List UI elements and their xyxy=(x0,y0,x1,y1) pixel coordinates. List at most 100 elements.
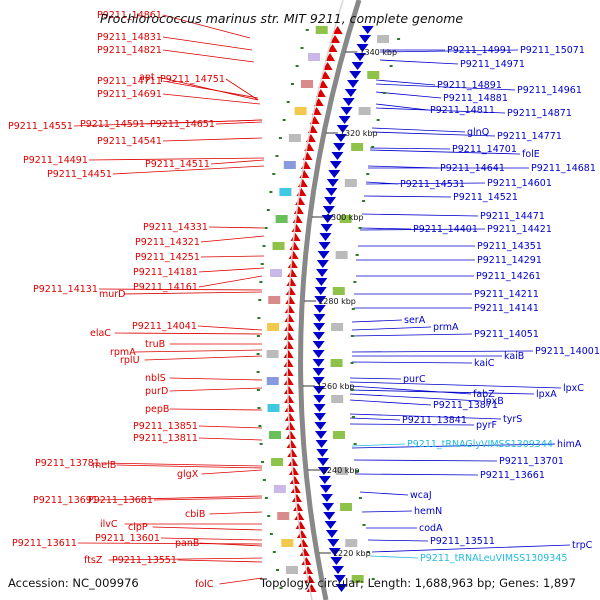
left-label-murd[interactable]: murD xyxy=(99,289,126,300)
right-label-p9211-14211[interactable]: P9211_14211 xyxy=(474,289,539,300)
forward-gene-arrow xyxy=(284,305,295,313)
left-label-p9211-14551[interactable]: P9211_14551 xyxy=(8,121,73,132)
left-label-glgx[interactable]: glgX xyxy=(177,469,199,480)
right-label-p9211-14701[interactable]: P9211_14701 xyxy=(452,144,517,155)
left-label-p9211-14181[interactable]: P9211_14181 xyxy=(133,267,198,278)
right-label-p9211-14881[interactable]: P9211_14881 xyxy=(443,93,508,104)
right-label-p9211-13661[interactable]: P9211_13661 xyxy=(480,470,545,481)
right-label-sera[interactable]: serA xyxy=(404,315,426,326)
right-label-lpxa[interactable]: lpxA xyxy=(536,389,557,400)
left-label-folc[interactable]: folC xyxy=(195,579,214,590)
left-label-rpma[interactable]: rpmA xyxy=(110,347,136,358)
left-label-p9211-14691[interactable]: P9211_14691 xyxy=(97,89,162,100)
left-label-ilvc[interactable]: ilvC xyxy=(100,519,118,530)
right-label-p9211-14771[interactable]: P9211_14771 xyxy=(497,131,562,142)
left-label-purd[interactable]: purD xyxy=(145,386,168,397)
left-label-p9211-14751[interactable]: P9211_14751 xyxy=(160,74,225,85)
right-label-pyrf[interactable]: pyrF xyxy=(476,420,497,431)
right-label-p9211-trnaleuvimss1309345[interactable]: P9211_tRNALeuVIMSS1309345 xyxy=(420,553,567,564)
right-label-coda[interactable]: codA xyxy=(419,523,443,534)
left-label-apt[interactable]: apt xyxy=(139,72,155,83)
gene-category-box xyxy=(377,35,390,43)
left-label-p9211-13781[interactable]: P9211_13781 xyxy=(35,458,100,469)
right-label-p9211-14351[interactable]: P9211_14351 xyxy=(477,241,542,252)
right-label-kaib[interactable]: kaiB xyxy=(504,351,524,362)
right-label-p9211-15071[interactable]: P9211_15071 xyxy=(520,45,585,56)
left-label-p9211-13681[interactable]: P9211_13681 xyxy=(88,495,153,506)
right-label-kaic[interactable]: kaiC xyxy=(474,358,495,369)
left-label-p9211-13551[interactable]: P9211_13551 xyxy=(112,555,177,566)
left-label-p9211-14161[interactable]: P9211_14161 xyxy=(133,282,198,293)
right-label-p9211-14991[interactable]: P9211_14991 xyxy=(447,45,512,56)
gene-category-box xyxy=(331,395,344,403)
left-label-pepb[interactable]: pepB xyxy=(145,404,169,415)
right-label-p9211-14531[interactable]: P9211_14531 xyxy=(400,179,465,190)
right-label-trpc[interactable]: trpC xyxy=(572,540,593,551)
right-label-p9211-14961[interactable]: P9211_14961 xyxy=(517,85,582,96)
right-label-purc[interactable]: purC xyxy=(403,374,426,385)
left-label-rplu[interactable]: rplU xyxy=(120,355,140,366)
left-label-clpp[interactable]: clpP xyxy=(128,522,148,533)
left-label-p9211-14591[interactable]: P9211_14591 xyxy=(80,119,145,130)
right-label-p9211-14891[interactable]: P9211_14891 xyxy=(437,80,502,91)
right-label-prma[interactable]: prmA xyxy=(433,322,459,333)
gene-category-box xyxy=(270,269,283,277)
left-label-p9211-13601[interactable]: P9211_13601 xyxy=(95,533,160,544)
left-label-p9211-13851[interactable]: P9211_13851 xyxy=(133,421,198,432)
left-label-p9211-13691[interactable]: P9211_13691 xyxy=(33,495,98,506)
left-label-p9211-14131[interactable]: P9211_14131 xyxy=(33,284,98,295)
left-label-p9211-13611[interactable]: P9211_13611 xyxy=(12,538,77,549)
left-label-cbib[interactable]: cbiB xyxy=(185,509,205,520)
left-label-p9211-14491[interactable]: P9211_14491 xyxy=(23,155,88,166)
right-label-p9211-14291[interactable]: P9211_14291 xyxy=(477,255,542,266)
left-label-p9211-14541[interactable]: P9211_14541 xyxy=(97,136,162,147)
left-label-p9211-14321[interactable]: P9211_14321 xyxy=(135,237,200,248)
right-label-p9211-14811[interactable]: P9211_14811 xyxy=(430,105,495,116)
right-label-p9211-13871[interactable]: P9211_13871 xyxy=(433,400,498,411)
right-label-hima[interactable]: himA xyxy=(557,439,582,450)
left-label-p9211-14511[interactable]: P9211_14511 xyxy=(145,159,210,170)
right-label-p9211-trnaglyvimss1309344[interactable]: P9211_tRNAGlyVIMSS1309344 xyxy=(407,439,553,450)
right-label-p9211-14971[interactable]: P9211_14971 xyxy=(460,59,525,70)
right-label-p9211-14401[interactable]: P9211_14401 xyxy=(413,224,478,235)
left-label-p9211-14041[interactable]: P9211_14041 xyxy=(132,321,197,332)
right-label-p9211-13841[interactable]: P9211_13841 xyxy=(402,415,467,426)
left-label-nbls[interactable]: nblS xyxy=(145,373,166,384)
right-label-p9211-14681[interactable]: P9211_14681 xyxy=(531,163,596,174)
right-label-fole[interactable]: folE xyxy=(522,149,540,160)
right-label-tyrs[interactable]: tyrS xyxy=(503,414,522,425)
left-label-p9211-14451[interactable]: P9211_14451 xyxy=(47,169,112,180)
right-label-p9211-14261[interactable]: P9211_14261 xyxy=(476,271,541,282)
right-label-p9211-14641[interactable]: P9211_14641 xyxy=(440,163,505,174)
right-label-glnq[interactable]: glnQ xyxy=(467,127,489,138)
right-label-p9211-14421[interactable]: P9211_14421 xyxy=(487,224,552,235)
left-label-p9211-14711[interactable]: P9211_14711 xyxy=(97,76,162,87)
left-label-p9211-14651[interactable]: P9211_14651 xyxy=(150,119,215,130)
left-label-trub[interactable]: truB xyxy=(145,339,165,350)
right-label-hemn[interactable]: hemN xyxy=(414,506,442,517)
left-label-p9211-14331[interactable]: P9211_14331 xyxy=(143,222,208,233)
right-label-p9211-13511[interactable]: P9211_13511 xyxy=(430,536,495,547)
right-label-lpxb[interactable]: lpxB xyxy=(483,396,504,407)
right-label-fabz[interactable]: fabZ xyxy=(473,389,495,400)
right-label-p9211-14141[interactable]: P9211_14141 xyxy=(474,303,539,314)
right-label-p9211-13701[interactable]: P9211_13701 xyxy=(499,456,564,467)
left-label-ftsz[interactable]: ftsZ xyxy=(84,555,103,566)
left-label-p9211-14831[interactable]: P9211_14831 xyxy=(97,32,162,43)
right-label-lpxc[interactable]: lpxC xyxy=(563,383,584,394)
left-label-melb[interactable]: melB xyxy=(92,460,116,471)
right-label-wcaj[interactable]: wcaJ xyxy=(410,490,432,501)
left-label-panb[interactable]: panB xyxy=(175,538,199,549)
left-label-elac[interactable]: elaC xyxy=(90,328,111,339)
right-label-p9211-14051[interactable]: P9211_14051 xyxy=(474,329,539,340)
right-label-p9211-14521[interactable]: P9211_14521 xyxy=(453,192,518,203)
left-label-p9211-14861[interactable]: P9211_14861 xyxy=(97,10,162,21)
left-label-p9211-14821[interactable]: P9211_14821 xyxy=(97,45,162,56)
right-label-p9211-14601[interactable]: P9211_14601 xyxy=(487,178,552,189)
right-label-p9211-14001[interactable]: P9211_14001 xyxy=(535,346,600,357)
right-label-p9211-14871[interactable]: P9211_14871 xyxy=(507,108,572,119)
gc-marker xyxy=(353,443,357,445)
right-label-p9211-14471[interactable]: P9211_14471 xyxy=(480,211,545,222)
left-label-p9211-14251[interactable]: P9211_14251 xyxy=(135,252,200,263)
left-label-p9211-13811[interactable]: P9211_13811 xyxy=(133,433,198,444)
